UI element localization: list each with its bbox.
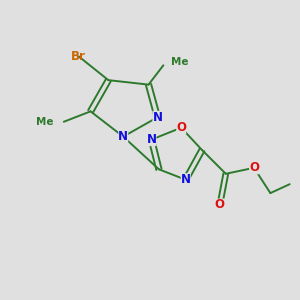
Text: N: N [152,111,162,124]
Text: O: O [215,199,225,212]
Text: Me: Me [36,117,53,127]
Text: Br: Br [71,50,86,63]
Text: N: N [146,133,157,146]
Text: O: O [176,121,186,134]
Text: Me: Me [171,57,188,67]
Text: N: N [181,173,191,186]
Text: N: N [118,130,128,143]
Text: O: O [249,161,259,174]
